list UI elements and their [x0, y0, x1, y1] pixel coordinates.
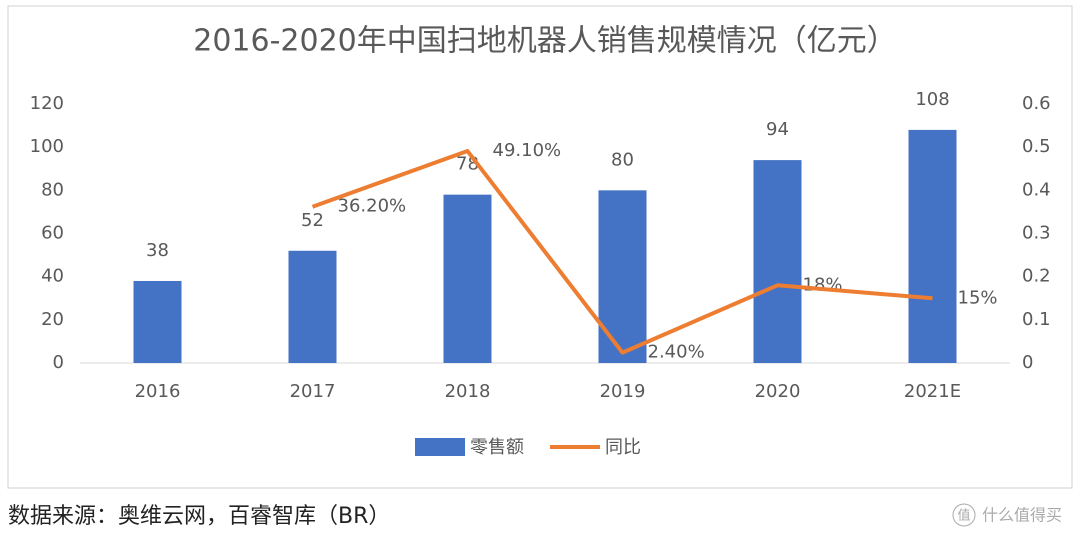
x-tick-label: 2019	[600, 381, 646, 402]
bar-value-label: 38	[146, 240, 169, 261]
y2-tick-label: 0	[1022, 352, 1033, 373]
y2-tick-label: 0.4	[1022, 179, 1051, 200]
line	[311, 149, 933, 355]
y-tick-label: 100	[30, 136, 64, 157]
bar	[598, 190, 647, 363]
watermark-icon: 值	[957, 508, 970, 524]
source-note: 数据来源：奥维云网，百睿智库（BR）	[8, 504, 390, 529]
y-tick-label: 80	[41, 179, 64, 200]
chart-title: 2016-2020年中国扫地机器人销售规模情况（亿元）	[193, 24, 897, 59]
bar-value-label: 52	[301, 210, 324, 231]
y2-tick-label: 0.5	[1022, 136, 1051, 157]
y2-tick-label: 0.3	[1022, 223, 1051, 244]
x-tick-label: 2021E	[904, 381, 961, 402]
watermark: 什么值得买	[982, 506, 1062, 525]
y2-tick-label: 0.1	[1022, 309, 1051, 330]
y-tick-label: 120	[30, 93, 64, 114]
y2-tick-label: 0.2	[1022, 266, 1051, 287]
x-tick-label: 2016	[135, 381, 181, 402]
line-value-label: 36.20%	[338, 196, 407, 217]
y2-tick-label: 0.6	[1022, 93, 1051, 114]
line-value-label: 15%	[958, 287, 998, 308]
legend-label: 零售额	[470, 437, 524, 458]
bar-value-label: 94	[766, 119, 789, 140]
line-value-label: 49.10%	[493, 140, 562, 161]
bar-value-label: 80	[611, 149, 634, 170]
bar	[133, 280, 182, 363]
y-tick-label: 0	[53, 352, 64, 373]
bar-value-label: 108	[915, 89, 949, 110]
x-tick-label: 2018	[445, 381, 491, 402]
y-tick-label: 20	[41, 309, 64, 330]
bar	[443, 194, 492, 363]
legend-label: 同比	[605, 437, 641, 458]
line-value-label: 2.40%	[648, 342, 705, 363]
bar	[753, 160, 802, 363]
watermark-icon-ring	[952, 503, 976, 527]
bar	[288, 250, 337, 363]
y-tick-label: 60	[41, 223, 64, 244]
bar	[908, 129, 957, 363]
x-tick-label: 2020	[755, 381, 801, 402]
x-tick-label: 2017	[290, 381, 336, 402]
legend-swatch	[415, 438, 465, 456]
y-tick-label: 40	[41, 266, 64, 287]
